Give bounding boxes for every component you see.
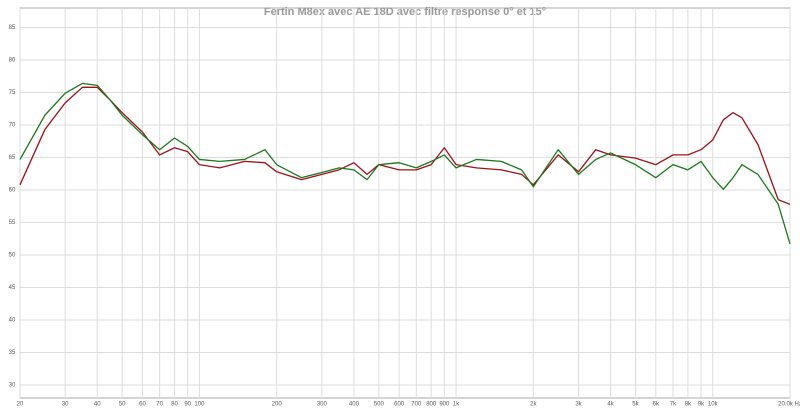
y-tick-label: 55 (9, 220, 16, 226)
x-tick-label: 90 (184, 402, 191, 408)
x-tick-label: 30 (62, 402, 69, 408)
y-tick-label: 60 (9, 188, 16, 194)
x-tick-label: 10k (708, 402, 719, 408)
x-tick-label: 4k (607, 402, 614, 408)
y-tick-label: 35 (9, 350, 16, 356)
x-tick-label: 8k (685, 402, 692, 408)
x-tick-label: 1k (453, 402, 460, 408)
x-tick-label: 200 (272, 402, 283, 408)
x-tick-label: 400 (349, 402, 360, 408)
x-tick-label: 9k (698, 402, 705, 408)
y-tick-label: 70 (9, 123, 16, 129)
y-tick-label: 80 (9, 58, 16, 64)
x-tick-label: 7k (670, 402, 677, 408)
y-tick-label: 65 (9, 155, 16, 161)
y-tick-label: 45 (9, 285, 16, 291)
x-tick-label: 500 (374, 402, 385, 408)
x-tick-label: 5k (632, 402, 639, 408)
x-tick-label: 2k (530, 402, 537, 408)
y-tick-label: 75 (9, 90, 16, 96)
x-tick-label: 800 (426, 402, 437, 408)
x-tick-label: 70 (156, 402, 163, 408)
x-tick-label: 60 (139, 402, 146, 408)
chart-title: Fertin M8ex avec AE 18D avec filtre resp… (264, 6, 546, 18)
x-tick-label: 40 (94, 402, 101, 408)
x-tick-label: 900 (439, 402, 450, 408)
x-tick-label: 20.0k Hz (778, 402, 800, 408)
x-tick-label: 700 (411, 402, 422, 408)
x-tick-label: 3k (575, 402, 582, 408)
plot-area (19, 7, 791, 399)
series-line (19, 86, 791, 205)
x-tick-label: 100 (194, 402, 205, 408)
y-tick-label: 50 (9, 253, 16, 259)
x-tick-label: 20 (17, 402, 24, 408)
x-tick-label: 600 (394, 402, 405, 408)
y-tick-label: 40 (9, 318, 16, 324)
x-tick-label: 80 (171, 402, 178, 408)
x-tick-label: 300 (317, 402, 328, 408)
x-tick-label: 50 (119, 402, 126, 408)
x-tick-label: 6k (653, 402, 660, 408)
y-tick-label: 30 (9, 383, 16, 389)
series-line (19, 82, 791, 245)
y-tick-label: 85 (9, 25, 16, 31)
